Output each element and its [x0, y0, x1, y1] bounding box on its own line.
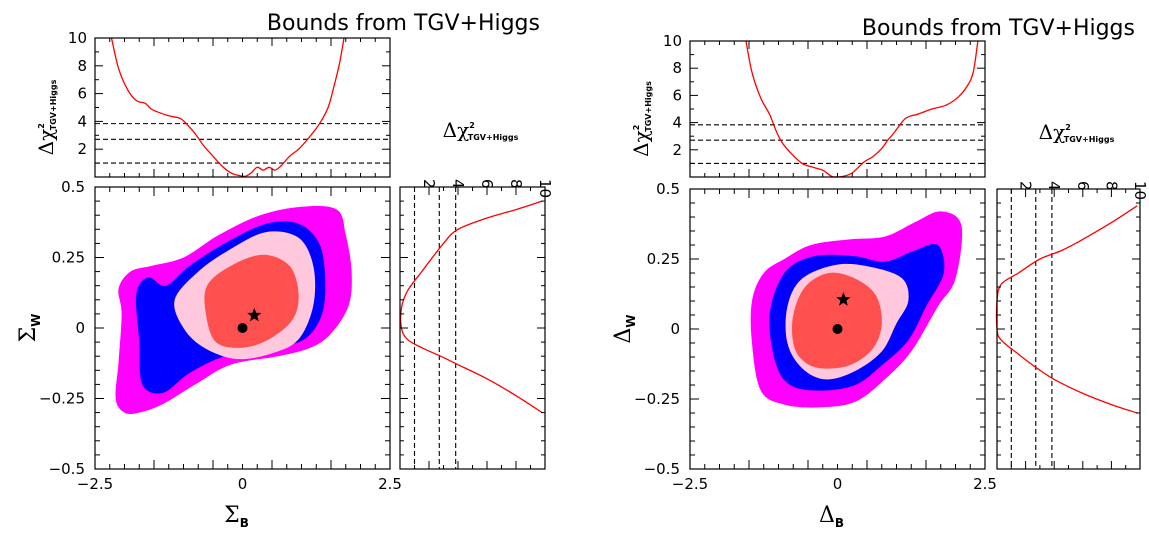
x-axis-label-sub: B [835, 516, 844, 530]
y-axis-label-sub: W [29, 314, 43, 327]
y-tick-label: 0.25 [647, 250, 680, 268]
top-y-tick-label: 6 [672, 86, 682, 104]
side-chi2-label-main: Δχ [1039, 120, 1066, 144]
side-chi2-label: Δχ2 TGV+Higgs [443, 118, 519, 142]
x-tick-label: 0 [238, 475, 248, 493]
confidence-regions [750, 211, 963, 408]
right-figure: Bounds from TGV+Higgs −2.5 0 2.5 −0.5 −0.25 0 0… [611, 16, 1149, 530]
side-chi2-curve [400, 200, 543, 414]
top-y-tick-label: 4 [77, 112, 87, 130]
sm-point [237, 323, 248, 333]
side-chi2-label-sup: 2 [469, 121, 475, 130]
side-chi2-label-sup: 2 [1065, 123, 1071, 132]
y-axis-label-main: Σ [16, 327, 41, 343]
y-tick-label: 0.5 [656, 180, 680, 198]
x-tick-label: 2.5 [378, 475, 402, 493]
top-frame [94, 37, 391, 178]
x-axis-label-sub: B [240, 516, 249, 530]
side-x-tick-label: 10 [1131, 181, 1149, 200]
x-axis-label-main: Δ [819, 503, 835, 528]
side-x-tick-label: 4 [1045, 181, 1063, 191]
best-fit-star [247, 307, 262, 322]
top-chi2-label-sub: TGV+Higgs [49, 79, 58, 130]
top-chi2-label: Δχ2 TGV+Higgs [34, 79, 58, 155]
side-x-tick-label: 2 [420, 179, 438, 189]
top-y-tick-label: 6 [77, 85, 87, 103]
y-tick-label: −0.25 [634, 390, 680, 408]
x-axis-label-main: Σ [224, 503, 240, 528]
y-tick-label: 0 [670, 320, 680, 338]
top-y-tick-label: 8 [672, 59, 682, 77]
y-axis-label: ΔW [611, 314, 638, 343]
top-chi2-label-main: Δχ [34, 129, 58, 156]
top-chi2-curve [745, 40, 979, 178]
side-chi2-label-sub: TGV+Higgs [468, 133, 519, 142]
top-frame [689, 40, 986, 178]
top-chi2-label: Δχ2 TGV+Higgs [629, 81, 653, 157]
y-tick-label: 0.5 [61, 178, 85, 196]
x-axis-label: ΣB [224, 503, 249, 530]
chart-title: Bounds from TGV+Higgs [267, 11, 540, 36]
side-x-tick-label: 6 [1074, 181, 1092, 191]
y-tick-label: 0.25 [52, 249, 85, 267]
y-tick-label: −0.25 [39, 390, 85, 408]
top-chi2-label-sup: 2 [37, 123, 46, 129]
side-frame [996, 188, 1141, 470]
y-axis-label: ΣW [16, 314, 43, 343]
y-axis-label-main: Δ [611, 328, 636, 344]
top-chi2-curve [110, 37, 345, 178]
top-y-tick-label: 10 [663, 32, 682, 50]
side-chi2-label-main: Δχ [443, 118, 470, 142]
side-chi2-curve [995, 205, 1138, 414]
side-x-tick-label: 8 [507, 179, 525, 189]
side-x-tick-label: 2 [1017, 181, 1035, 191]
top-chi2-label-sup: 2 [632, 125, 641, 131]
confidence-region-3 [791, 272, 882, 369]
x-tick-label: −2.5 [672, 475, 708, 493]
left-figure: Bounds from TGV+Higgs −2.5 0 2.5 −0.5 −0.25 0 0… [16, 11, 554, 530]
x-axis-label: ΔB [819, 503, 844, 530]
top-chi2-label-main: Δχ [629, 130, 653, 157]
side-x-tick-label: 6 [478, 179, 496, 189]
side-chi2-label-sub: TGV+Higgs [1064, 135, 1115, 144]
y-tick-label: −0.5 [644, 460, 680, 478]
side-frame [399, 186, 546, 470]
top-y-tick-label: 2 [672, 141, 682, 159]
side-chi2-label: Δχ2 TGV+Higgs [1039, 120, 1115, 144]
top-y-tick-label: 4 [672, 114, 682, 132]
top-y-tick-label: 2 [77, 140, 87, 158]
confidence-region-3 [204, 254, 299, 348]
side-x-tick-label: 4 [449, 179, 467, 189]
side-x-tick-label: 10 [536, 179, 554, 198]
x-tick-label: 0 [833, 475, 843, 493]
x-tick-label: −2.5 [77, 475, 113, 493]
y-tick-label: 0 [75, 319, 85, 337]
sm-point [832, 324, 843, 334]
best-fit-star [836, 292, 851, 306]
top-y-tick-label: 8 [77, 57, 87, 75]
top-y-tick-label: 10 [68, 29, 87, 47]
y-axis-label-sub: W [624, 314, 638, 327]
chart-title: Bounds from TGV+Higgs [862, 16, 1135, 41]
confidence-regions [115, 205, 352, 415]
y-tick-label: −0.5 [49, 460, 85, 478]
top-chi2-label-sub: TGV+Higgs [644, 81, 653, 132]
x-tick-label: 2.5 [973, 475, 997, 493]
side-x-tick-label: 8 [1102, 181, 1120, 191]
